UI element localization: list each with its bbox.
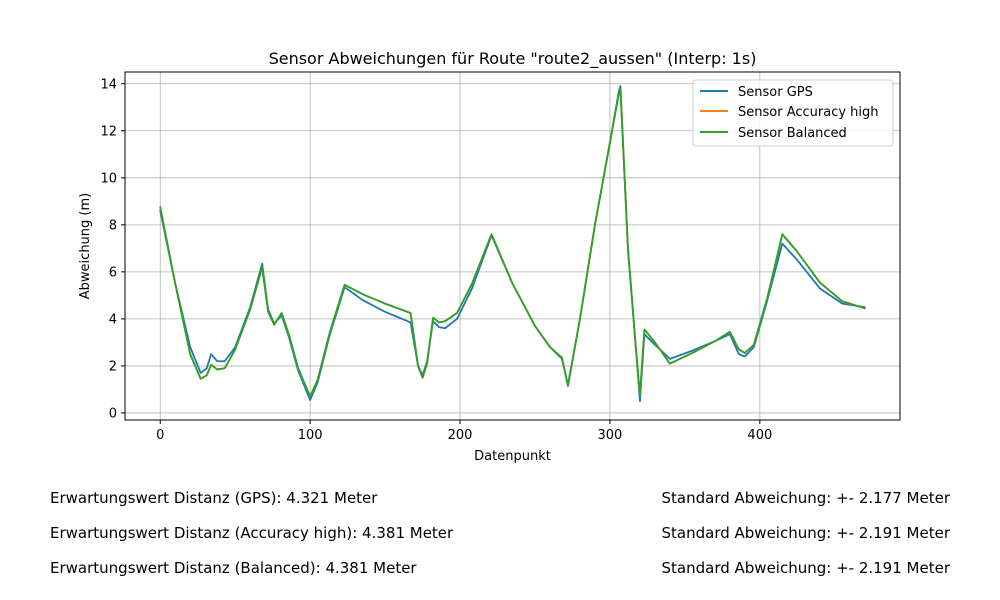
legend-box [692,79,894,147]
stat-std-balanced: Standard Abweichung: +- 2.191 Meter [661,559,950,577]
series-lines [159,85,866,403]
legend: Sensor GPS Sensor Accuracy high Sensor B… [692,79,894,147]
legend-label-accuracy: Sensor Accuracy high [738,105,879,120]
y-tick-label: 12 [100,124,117,139]
y-tick-label: 0 [109,406,117,421]
y-tick-label: 4 [109,312,117,327]
y-axis-label: Abweichung (m) [78,193,93,299]
y-tick-label: 14 [100,77,117,92]
series-line-2 [159,87,866,398]
x-axis-label: Datenpunkt [474,449,551,464]
y-tick-label: 2 [109,359,117,374]
x-tick-label: 0 [156,428,164,443]
axis-ticks: 0 100 200 300 400 0 2 4 6 8 10 12 14 [100,77,772,443]
stat-std-gps: Standard Abweichung: +- 2.177 Meter [661,489,950,507]
y-tick-label: 10 [100,171,117,186]
stat-mean-gps: Erwartungswert Distanz (GPS): 4.321 Mete… [50,489,378,507]
legend-label-gps: Sensor GPS [738,85,813,100]
legend-label-balanced: Sensor Balanced [738,126,847,141]
x-tick-label: 200 [448,428,473,443]
stat-std-accuracy-high: Standard Abweichung: +- 2.191 Meter [661,524,950,542]
plot-frame [124,71,901,421]
stat-mean-balanced: Erwartungswert Distanz (Balanced): 4.381… [50,559,417,577]
chart-title: Sensor Abweichungen für Route "route2_au… [269,49,757,69]
x-tick-label: 400 [747,428,772,443]
x-tick-label: 100 [298,428,323,443]
y-tick-label: 8 [109,218,117,233]
x-tick-label: 300 [598,428,623,443]
stat-mean-accuracy-high: Erwartungswert Distanz (Accuracy high): … [50,524,454,542]
y-tick-label: 6 [109,265,117,280]
